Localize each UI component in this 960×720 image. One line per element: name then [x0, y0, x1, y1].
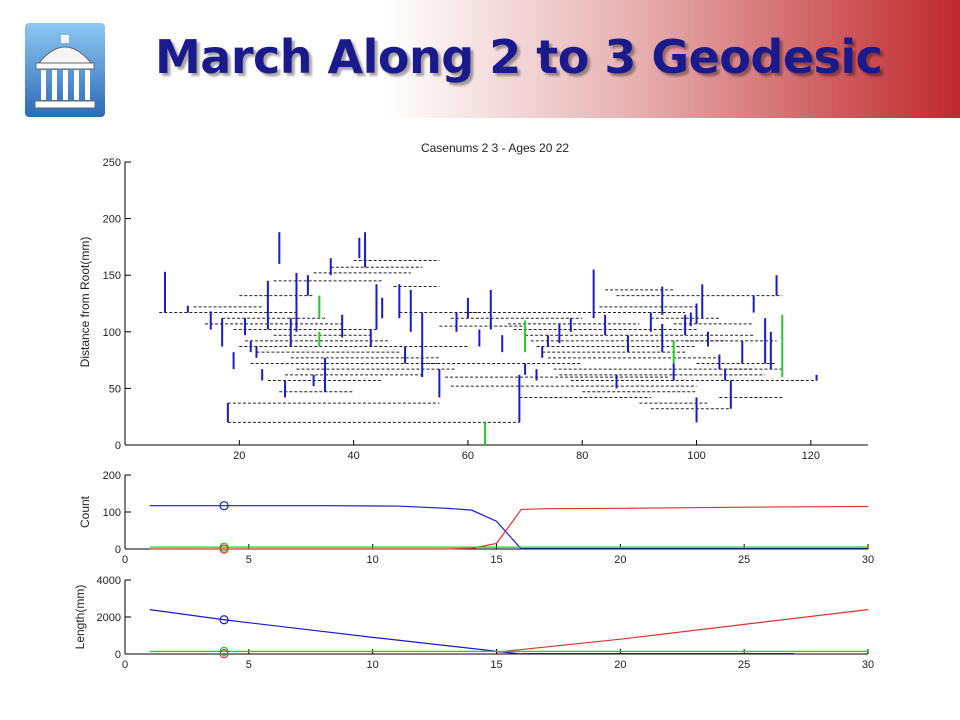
count-chart: Count 0 5 10 15 20 25 30 0 100 200: [78, 470, 874, 566]
tree-chart-ylabel: Distance from Root(mm): [78, 237, 92, 368]
length-series-red: [496, 609, 869, 653]
count-y-tick-label: 0: [115, 544, 121, 556]
slide-title: March Along 2 to 3 Geodesic: [155, 30, 883, 84]
count-x-tick-label: 0: [122, 554, 128, 566]
count-marker-red: [219, 544, 229, 554]
plots-area: Casenums 2 3 - Ages 20 22 Distance from …: [73, 141, 874, 671]
tree-y-tick-label: 50: [109, 383, 121, 395]
length-chart-ylabel: Length(mm): [73, 585, 87, 650]
length-marker-blue: [219, 615, 229, 625]
length-y-tick-label: 4000: [97, 575, 121, 587]
tree-y-tick-label: 100: [103, 327, 121, 339]
tree-y-tick-label: 250: [103, 157, 121, 169]
tree-x-tick-label: 80: [576, 450, 588, 462]
slide-header: March Along 2 to 3 Geodesic: [0, 0, 960, 118]
length-x-tick-label: 25: [738, 659, 750, 671]
tree-y-tick-label: 0: [115, 440, 121, 452]
tree-x-tick-label: 20: [233, 450, 245, 462]
tree-x-tick-label: 120: [802, 450, 820, 462]
count-x-tick-label: 30: [862, 554, 874, 566]
tree-y-tick-label: 200: [103, 214, 121, 226]
length-x-tick-label: 5: [246, 659, 252, 671]
length-chart: Length(mm) 0 5 10 15 20 25 30 0 2000 4000: [73, 575, 874, 671]
count-x-tick-label: 15: [490, 554, 502, 566]
length-y-tick-label: 0: [115, 649, 121, 661]
dome-building-icon: [25, 23, 105, 117]
tree-y-tick-label: 150: [103, 270, 121, 282]
count-series-red: [149, 505, 869, 550]
length-x-tick-label: 15: [490, 659, 502, 671]
length-x-tick-label: 0: [122, 659, 128, 671]
length-x-tick-label: 10: [367, 659, 379, 671]
length-x-tick-label: 30: [862, 659, 874, 671]
length-y-tick-label: 2000: [97, 612, 121, 624]
count-y-tick-label: 100: [103, 507, 121, 519]
count-series-blue: [149, 505, 522, 550]
tree-x-tick-label: 100: [687, 450, 705, 462]
length-x-tick-label: 20: [614, 659, 626, 671]
count-marker-blue: [219, 501, 229, 511]
length-marker-red: [219, 649, 229, 659]
tree-x-tick-label: 40: [347, 450, 359, 462]
count-x-tick-label: 20: [614, 554, 626, 566]
tree-chart-title: Casenums 2 3 - Ages 20 22: [421, 141, 569, 155]
count-x-tick-label: 10: [367, 554, 379, 566]
count-x-tick-label: 5: [246, 554, 252, 566]
count-y-tick-label: 200: [103, 470, 121, 482]
tree-x-tick-label: 60: [462, 450, 474, 462]
count-chart-ylabel: Count: [78, 495, 92, 528]
count-x-tick-label: 25: [738, 554, 750, 566]
length-series-blue: [149, 609, 522, 655]
tree-chart: Casenums 2 3 - Ages 20 22 Distance from …: [78, 141, 868, 462]
